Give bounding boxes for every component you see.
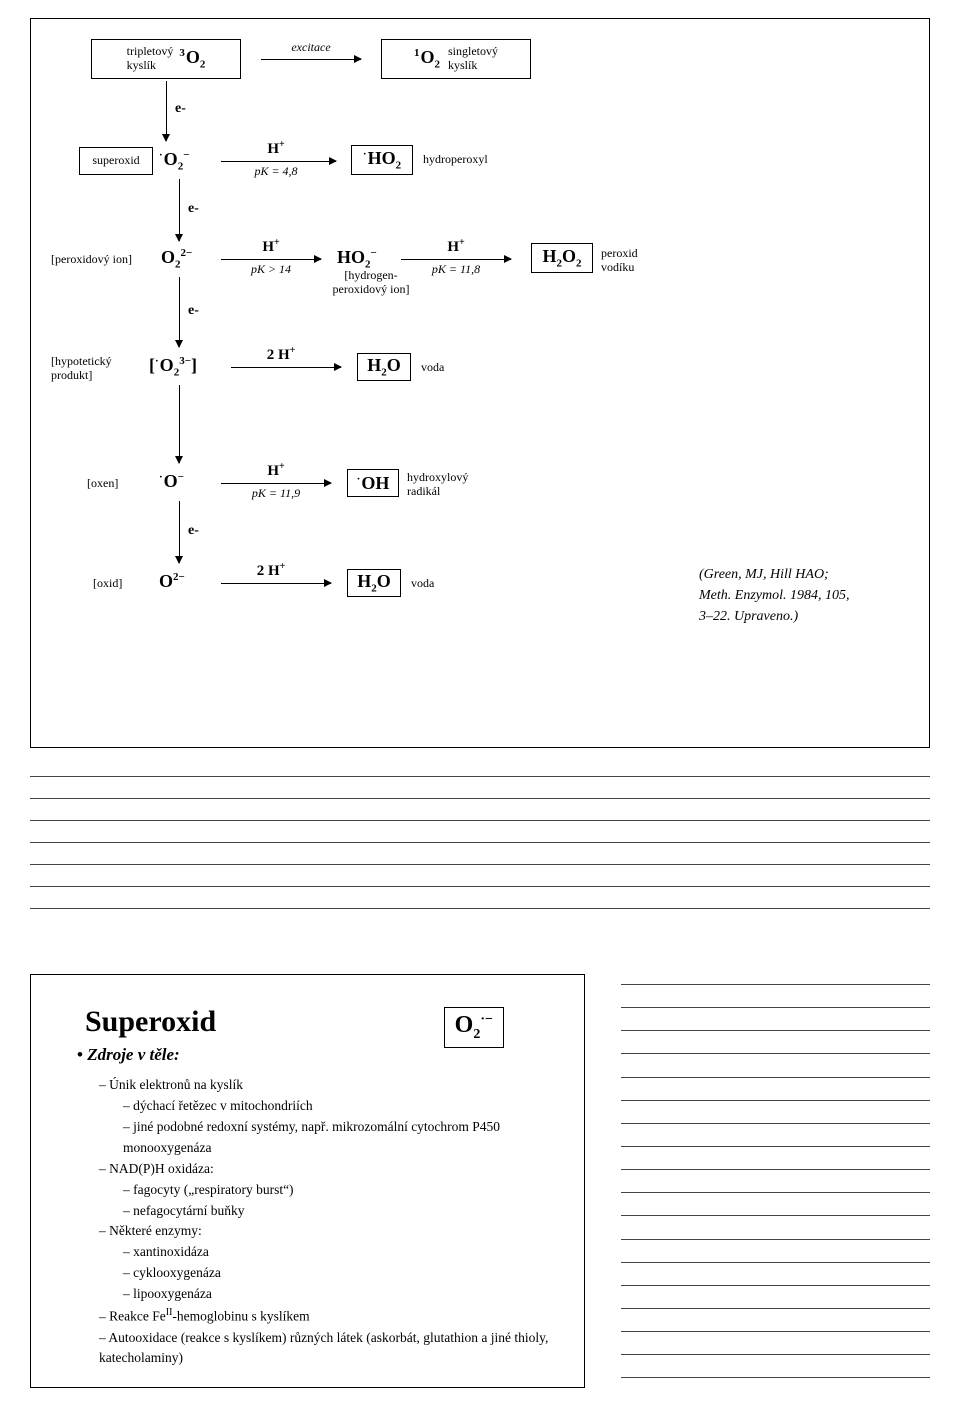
h2o2-label: peroxidvodíku [601,247,638,275]
h2o2-box: H2O2 [531,243,593,273]
list-item: jiné podobné redoxní systémy, např. mikr… [123,1117,558,1159]
r6-top: 2 H+ [236,561,306,580]
oxen-formula: ·O− [159,471,184,492]
arrow-r3b [401,259,511,260]
list-item: Některé enzymy: [99,1221,558,1242]
water-box-1: H2O [357,353,411,381]
oxide-bracket: [oxid] [93,577,122,591]
arrow-e3 [179,277,180,347]
superoxide-formula-box: O2·− [444,1007,504,1048]
arrow-e1 [166,81,167,141]
electron-label-1: e- [175,101,186,117]
notes-rules-side [621,974,930,1388]
list-item: Autooxidace (reakce s kyslíkem) různých … [99,1328,558,1370]
r3a-bottom: pK > 14 [236,263,306,276]
r3b-top: H+ [421,237,491,256]
arrow-excitation [261,59,361,60]
peroxide-ion-formula: O22− [161,247,192,271]
list-item: lipooxygenáza [123,1284,558,1305]
list-item: fagocyty („respiratory burst“) [123,1180,558,1201]
r2-arrow-bottom: pK = 4,8 [241,165,311,178]
r3b-bottom: pK = 11,8 [416,263,496,276]
hydroperoxyl-formula: ·HO2 [363,148,401,172]
singlet-oxygen-box: 1O2 singletovýkyslík [381,39,531,79]
superoxide-slide: Superoxid O2·− Zdroje v těle: Únik elekt… [30,974,585,1388]
water-formula-2: H2O [357,571,391,595]
h2o2-formula: H2O2 [542,246,581,270]
water-box-2: H2O [347,569,401,597]
triplet-oxygen-formula: 3O2 [179,47,205,71]
list-item: Únik elektronů na kyslík [99,1075,558,1096]
peroxide-ion-bracket: [peroxidový ion] [51,253,132,267]
oxygen-reduction-diagram: tripletovýkyslík 3O2 excitace 1O2 single… [30,18,930,748]
arrow-r5 [221,483,331,484]
r2-arrow-top: H+ [241,139,311,158]
list-item: nefagocytární buňky [123,1201,558,1222]
electron-label-5: e- [188,523,199,539]
oxen-bracket: [oxen] [87,477,118,491]
arrow-e5 [179,501,180,563]
excitation-label: excitace [276,41,346,54]
hydroxyl-label: hydroxylovýradikál [407,471,468,499]
list-item: xantinoxidáza [123,1242,558,1263]
singlet-oxygen-formula: 1O2 [414,47,440,71]
notes-rules-middle [30,776,930,930]
hypothetical-bracket: [hypotetickýprodukt] [51,355,141,383]
hypothetical-formula: [·O23−] [149,355,197,379]
slide-list: Únik elektronů na kyslíkdýchací řetězec … [71,1075,558,1369]
superoxide-formula: ·O2− [159,149,189,173]
slide-subhead: Zdroje v těle: [77,1045,558,1065]
arrow-r6 [221,583,331,584]
r5-bottom: pK = 11,9 [236,487,316,500]
triplet-oxygen-box: tripletovýkyslík 3O2 [91,39,241,79]
bottom-row: Superoxid O2·− Zdroje v těle: Únik elekt… [30,974,930,1388]
list-item: Reakce FeII-hemoglobinu s kyslíkem [99,1305,558,1327]
citation-text: (Green, MJ, Hill HAO;Meth. Enzymol. 1984… [699,564,899,627]
arrow-r3a [221,259,321,260]
diagram-canvas: tripletovýkyslík 3O2 excitace 1O2 single… [31,19,929,747]
list-item: NAD(P)H oxidáza: [99,1159,558,1180]
superoxide-box: superoxid [79,147,153,175]
r5-top: H+ [241,461,311,480]
r3a-top: H+ [236,237,306,256]
list-item: dýchací řetězec v mitochondriích [123,1096,558,1117]
arrow-e2 [179,179,180,241]
arrow-r2 [221,161,336,162]
arrow-45 [179,385,180,463]
singlet-oxygen-label: singletovýkyslík [448,45,498,73]
hydroxyl-box: ·OH [347,469,399,497]
list-item: cyklooxygenáza [123,1263,558,1284]
hydroperoxyl-formula-box: ·HO2 [351,145,413,175]
hydroxyl-formula: ·OH [357,473,390,494]
hydrogenperoxide-ion-label: [hydrogen-peroxidový ion] [321,269,421,297]
hydroperoxyl-label: hydroperoxyl [423,153,488,167]
electron-label-2: e- [188,201,199,217]
water-formula-1: H2O [367,355,401,379]
arrow-r4 [231,367,341,368]
oxide-formula: O2− [159,571,185,592]
r4-top: 2 H+ [246,345,316,364]
electron-label-3: e- [188,303,199,319]
water-label-2: voda [411,577,434,591]
water-label-1: voda [421,361,444,375]
superoxide-label: superoxid [92,154,139,168]
triplet-oxygen-label: tripletovýkyslík [127,45,174,73]
